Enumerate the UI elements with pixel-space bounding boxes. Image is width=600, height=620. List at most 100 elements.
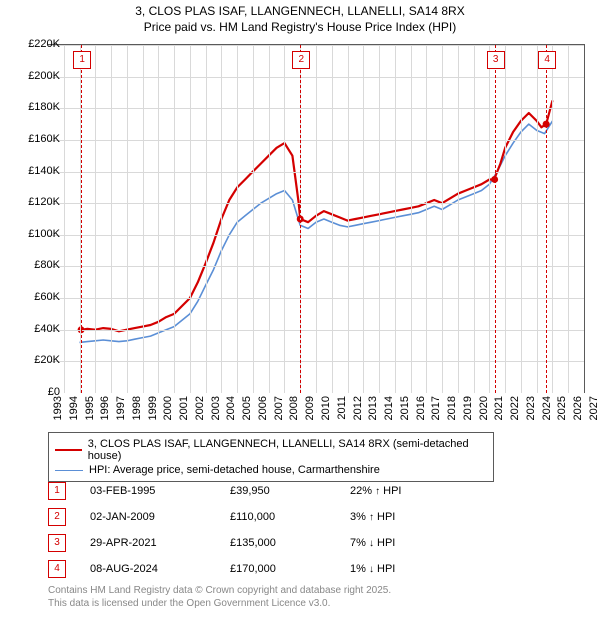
gridline-v [348,45,349,393]
x-tick-label: 2000 [162,396,174,436]
x-tick-label: 2001 [178,396,190,436]
x-tick-label: 2007 [273,396,285,436]
gridline-v [253,45,254,393]
gridline-v [221,45,222,393]
title-address: 3, CLOS PLAS ISAF, LLANGENNECH, LLANELLI… [0,4,600,20]
transaction-date: 03-FEB-1995 [90,485,230,497]
x-tick-label: 2004 [225,396,237,436]
gridline-v [284,45,285,393]
x-tick-label: 2027 [588,396,600,436]
legend: 3, CLOS PLAS ISAF, LLANGENNECH, LLANELLI… [48,432,494,482]
copyright-line2: This data is licensed under the Open Gov… [48,597,391,610]
x-tick-label: 2022 [509,396,521,436]
transaction-hpi: 3% ↑ HPI [350,511,470,523]
legend-item: HPI: Average price, semi-detached house,… [55,463,487,477]
x-tick-label: 2012 [352,396,364,436]
x-tick-label: 2015 [399,396,411,436]
legend-label: HPI: Average price, semi-detached house,… [89,464,380,476]
transaction-badge: 4 [48,560,66,578]
title-subtitle: Price paid vs. HM Land Registry's House … [0,20,600,36]
gridline-v [395,45,396,393]
y-tick-label: £140K [12,165,60,177]
x-tick-label: 2018 [446,396,458,436]
x-tick-label: 2010 [320,396,332,436]
copyright-notice: Contains HM Land Registry data © Crown c… [48,584,391,610]
transaction-price: £135,000 [230,537,350,549]
x-tick-label: 2009 [304,396,316,436]
x-tick-label: 2025 [556,396,568,436]
x-tick-label: 2019 [462,396,474,436]
x-tick-label: 2014 [383,396,395,436]
y-tick-label: £100K [12,228,60,240]
legend-swatch [55,449,82,451]
gridline-v [332,45,333,393]
x-tick-label: 1997 [115,396,127,436]
gridline-v [458,45,459,393]
x-tick-label: 1999 [147,396,159,436]
y-tick-label: £120K [12,196,60,208]
gridline-v [316,45,317,393]
gridline-v [489,45,490,393]
x-tick-label: 2016 [415,396,427,436]
transaction-table: 103-FEB-1995£39,95022% ↑ HPI202-JAN-2009… [48,478,470,582]
gridline-v [174,45,175,393]
gridline-v [111,45,112,393]
y-tick-label: £60K [12,291,60,303]
chart-title: 3, CLOS PLAS ISAF, LLANGENNECH, LLANELLI… [0,0,600,35]
transaction-row: 202-JAN-2009£110,0003% ↑ HPI [48,504,470,530]
y-tick-label: £40K [12,323,60,335]
y-tick-label: £20K [12,354,60,366]
marker-vline-4 [546,45,547,393]
y-tick-label: £200K [12,70,60,82]
x-tick-label: 2021 [493,396,505,436]
marker-badge-3: 3 [487,51,505,69]
x-tick-label: 2002 [194,396,206,436]
gridline-v [206,45,207,393]
gridline-v [158,45,159,393]
x-tick-label: 2013 [367,396,379,436]
gridline-v [143,45,144,393]
legend-swatch [55,470,83,471]
gridline-v [379,45,380,393]
transaction-price: £110,000 [230,511,350,523]
legend-item: 3, CLOS PLAS ISAF, LLANGENNECH, LLANELLI… [55,437,487,463]
legend-label: 3, CLOS PLAS ISAF, LLANGENNECH, LLANELLI… [88,438,487,462]
gridline-v [64,45,65,393]
transaction-hpi: 22% ↑ HPI [350,485,470,497]
gridline-v [568,45,569,393]
gridline-v [537,45,538,393]
x-tick-label: 1995 [84,396,96,436]
plot-area: 1234 [48,44,585,393]
x-tick-label: 2011 [336,396,348,436]
transaction-date: 08-AUG-2024 [90,563,230,575]
gridline-v [269,45,270,393]
gridline-v [127,45,128,393]
marker-vline-3 [495,45,496,393]
marker-badge-1: 1 [73,51,91,69]
x-tick-label: 2017 [430,396,442,436]
gridline-v [552,45,553,393]
x-tick-label: 1998 [131,396,143,436]
gridline-v [426,45,427,393]
gridline-v [363,45,364,393]
x-tick-label: 2020 [478,396,490,436]
x-tick-label: 2024 [541,396,553,436]
x-tick-label: 2003 [210,396,222,436]
gridline-v [95,45,96,393]
x-tick-label: 1996 [99,396,111,436]
gridline-v [505,45,506,393]
y-tick-label: £80K [12,259,60,271]
y-tick-label: £180K [12,101,60,113]
gridline-v [190,45,191,393]
chart-container: { "title_line1": "3, CLOS PLAS ISAF, LLA… [0,0,600,620]
marker-vline-1 [81,45,82,393]
marker-badge-2: 2 [292,51,310,69]
transaction-hpi: 1% ↓ HPI [350,563,470,575]
x-tick-label: 2023 [525,396,537,436]
transaction-badge: 2 [48,508,66,526]
transaction-price: £39,950 [230,485,350,497]
transaction-badge: 3 [48,534,66,552]
x-tick-label: 2026 [572,396,584,436]
gridline-v [237,45,238,393]
x-tick-label: 2006 [257,396,269,436]
